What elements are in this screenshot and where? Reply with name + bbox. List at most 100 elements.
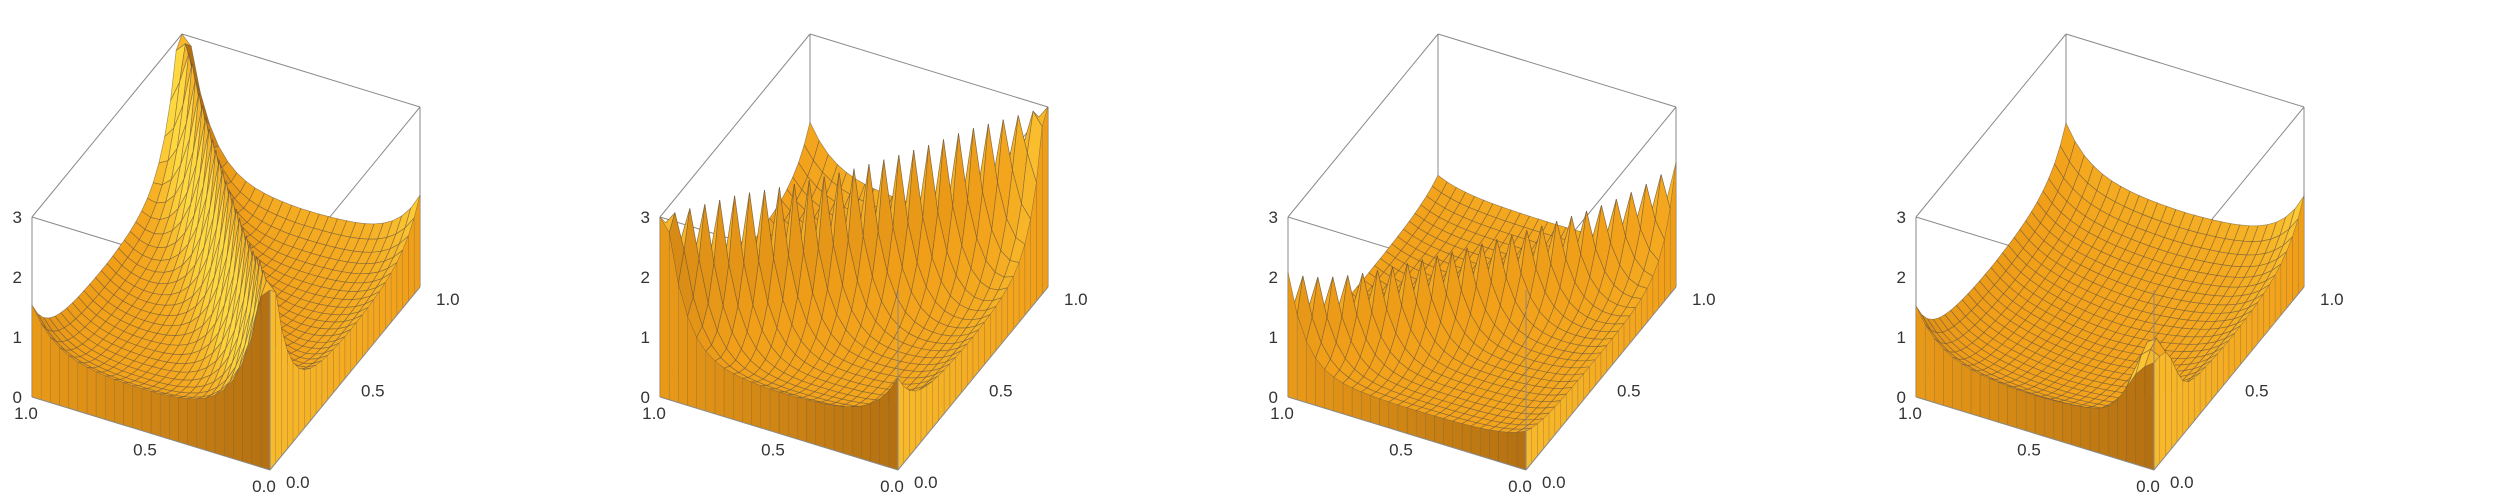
box-edge xyxy=(1437,33,1677,108)
box-edge xyxy=(659,396,899,471)
z-tick-label: 2 xyxy=(641,268,650,287)
wall-patch xyxy=(40,322,51,403)
wall-patch xyxy=(2211,353,2218,401)
wall-patch xyxy=(304,368,311,429)
z-tick-label: 1 xyxy=(1897,328,1906,347)
wall-patch xyxy=(824,403,835,451)
wall-patch xyxy=(281,328,288,457)
wall-patch xyxy=(315,360,323,415)
wall-patch xyxy=(344,328,352,380)
wall-patch xyxy=(2144,362,2155,471)
wall-patch xyxy=(961,343,968,394)
wall-patch xyxy=(1333,376,1344,415)
wall-patch xyxy=(2107,399,2118,460)
box-edge xyxy=(31,396,271,471)
wall-patch xyxy=(2153,355,2161,471)
wall-patch xyxy=(2176,371,2184,443)
wall-patch xyxy=(2053,400,2063,443)
x-tick-label: 1.0 xyxy=(1270,404,1294,423)
wall-patch xyxy=(1425,412,1435,443)
x-tick-label: 0.5 xyxy=(133,441,157,460)
wall-patch xyxy=(333,342,340,394)
x-tick-label: 0.0 xyxy=(2136,477,2160,496)
z-tick-label: 2 xyxy=(1897,268,1906,287)
wall-patch xyxy=(938,369,945,422)
wall-patch xyxy=(287,350,294,450)
wall-patch xyxy=(1470,425,1481,457)
wall-patch xyxy=(2246,309,2253,359)
wall-patch xyxy=(1943,348,1953,409)
wall-patch xyxy=(903,386,910,464)
wall-patch xyxy=(2016,388,2027,432)
wall-patch xyxy=(943,363,951,415)
wall-patch xyxy=(714,360,725,417)
surface-mesh-3 xyxy=(1287,162,1677,433)
wall-patch xyxy=(1452,420,1463,451)
wall-patch xyxy=(2205,359,2212,408)
wall-patch xyxy=(141,388,152,434)
surface-walls-1 xyxy=(31,195,421,471)
surface-walls-2 xyxy=(659,106,1049,471)
z-tick-label: 1 xyxy=(1269,328,1278,347)
surface-mesh-2 xyxy=(659,106,1049,409)
box-edge xyxy=(181,33,421,108)
wall-patch xyxy=(769,388,780,434)
surface-walls-3 xyxy=(1287,162,1677,471)
z-tick-label: 2 xyxy=(13,268,22,287)
surface-plot-1: 0.0 0.5 1.0 0.0 0.5 1.0 0 1 2 3 xyxy=(0,0,628,500)
wall-patch xyxy=(338,335,346,387)
wall-patch xyxy=(1924,323,1935,403)
wall-patch xyxy=(214,389,225,457)
x-tick-label: 1.0 xyxy=(14,404,38,423)
wall-patch xyxy=(2071,404,2082,448)
y-tick-label: 1.0 xyxy=(436,290,460,309)
wall-patch xyxy=(367,298,375,352)
wall-patch xyxy=(920,385,928,443)
wall-patch xyxy=(815,401,826,448)
wall-patch xyxy=(2251,301,2259,352)
wall-patch xyxy=(2171,358,2178,450)
box-edge xyxy=(31,33,183,218)
wall-patch xyxy=(1479,427,1490,460)
wall-patch xyxy=(362,306,369,359)
box-edge xyxy=(2153,286,2305,471)
box-edge xyxy=(2065,33,2305,108)
wall-patch xyxy=(2135,366,2146,468)
wall-patch xyxy=(861,403,871,462)
wall-patch xyxy=(379,281,386,337)
wall-patch xyxy=(2188,377,2195,429)
wall-patch xyxy=(390,262,398,323)
wall-patch xyxy=(159,393,170,440)
x-tick-label: 0.0 xyxy=(252,477,276,496)
wall-patch xyxy=(1489,429,1499,462)
wall-patch xyxy=(915,388,922,450)
wall-patch xyxy=(95,371,106,420)
wall-patch xyxy=(955,350,962,401)
wall-patch xyxy=(879,390,890,468)
wall-patch xyxy=(932,375,939,429)
wall-patch xyxy=(86,366,97,417)
wall-patch xyxy=(1979,373,1990,420)
wall-patch xyxy=(1360,391,1371,423)
wall-patch xyxy=(2025,392,2036,434)
box-edge xyxy=(1287,33,1439,218)
wall-patch xyxy=(327,348,334,401)
wall-patch xyxy=(2117,386,2127,462)
x-tick-label: 0.5 xyxy=(2017,441,2041,460)
wall-patch xyxy=(2228,332,2236,380)
wall-patch xyxy=(1961,363,1972,415)
y-tick-label: 1.0 xyxy=(1692,290,1716,309)
wall-patch xyxy=(705,350,716,415)
wall-patch xyxy=(1415,410,1426,440)
wall-patch xyxy=(2098,406,2109,457)
y-tick-label: 0.0 xyxy=(286,473,310,492)
wall-patch xyxy=(132,385,143,432)
wall-patch xyxy=(2043,397,2054,440)
wall-patch xyxy=(909,390,916,457)
box-edge xyxy=(1915,396,2155,471)
wall-patch xyxy=(2257,293,2264,345)
y-tick-label: 0.5 xyxy=(361,382,385,401)
wall-patch xyxy=(760,385,771,432)
